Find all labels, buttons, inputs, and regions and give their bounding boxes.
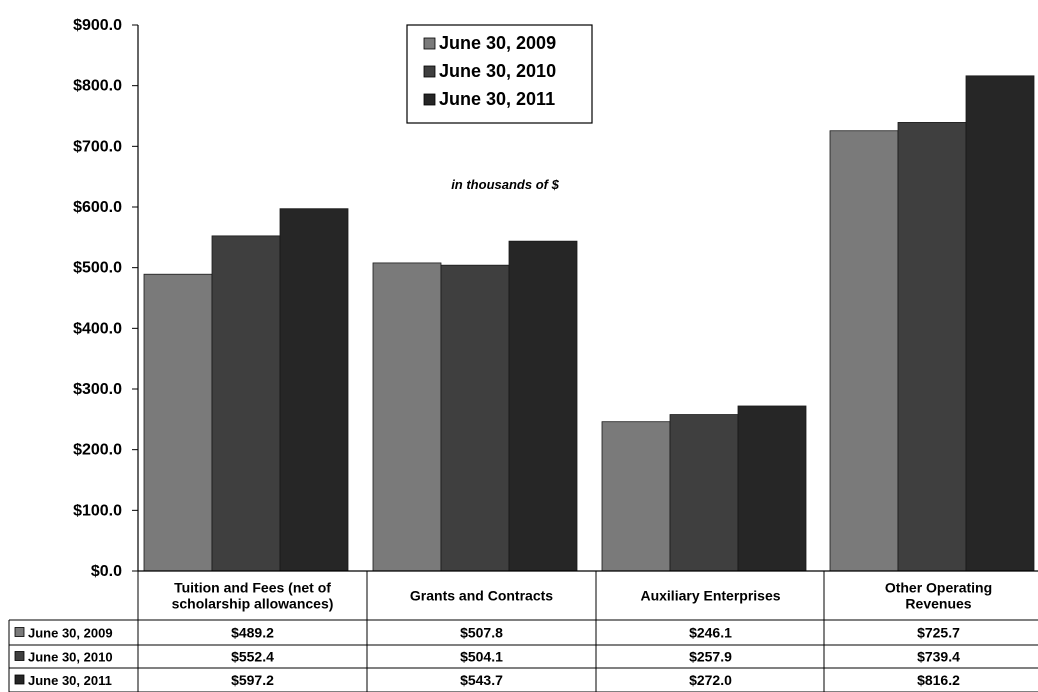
- category-label: Other Operating: [885, 580, 992, 596]
- category-label: Tuition and Fees (net of: [174, 580, 331, 596]
- legend-entry: June 30, 2009: [439, 33, 556, 53]
- y-tick-label: $700.0: [73, 138, 122, 155]
- axis-group: $0.0 $100.0 $200.0 $300.0 $400.0 $500.0 $600.0…: [73, 17, 139, 580]
- bar-1-1: [143, 273, 213, 572]
- legend-swatch: [423, 93, 436, 106]
- row-label: June 30, 2010: [28, 650, 113, 665]
- y-tick-label: $100.0: [73, 502, 122, 519]
- category-label: Revenues: [905, 596, 971, 612]
- table-cell-value: $543.7: [460, 672, 503, 688]
- table-cell-value: $552.4: [231, 649, 274, 665]
- bar-1-3: [601, 421, 671, 572]
- units-note: in thousands of $: [451, 177, 559, 192]
- table-cell-value: $507.8: [460, 625, 503, 641]
- y-tick-label: $400.0: [73, 320, 122, 337]
- table-cell-value: $246.1: [689, 625, 732, 641]
- bar-2-3: [669, 414, 739, 572]
- y-tick-label: $0.0: [91, 563, 122, 580]
- y-tick-label: $300.0: [73, 381, 122, 398]
- category-label: Grants and Contracts: [410, 588, 553, 604]
- bar-2-1: [211, 235, 281, 572]
- legend: June 30, 2009 June 30, 2010 June 30, 2011: [406, 24, 593, 124]
- row-swatch: [14, 627, 25, 637]
- y-tick-label: $900.0: [73, 17, 122, 34]
- bar-3-3: [737, 405, 807, 572]
- y-tick-label: $800.0: [73, 78, 122, 95]
- legend-entry: June 30, 2010: [439, 61, 556, 81]
- legend-swatch: [423, 37, 436, 50]
- bars-group: [143, 75, 1035, 572]
- table-cell-value: $272.0: [689, 672, 732, 688]
- legend-entry: June 30, 2011: [439, 89, 555, 109]
- table-cell-value: $597.2: [231, 672, 274, 688]
- bar-1-4: [829, 130, 899, 572]
- legend-box: [406, 24, 593, 124]
- bar-3-2: [508, 240, 578, 572]
- table-cell-value: $725.7: [917, 625, 960, 641]
- table-cell-value: $489.2: [231, 625, 274, 641]
- y-tick-label: $600.0: [73, 199, 122, 216]
- y-tick-label: $200.0: [73, 442, 122, 459]
- bar-2-2: [440, 264, 510, 572]
- y-tick-label: $500.0: [73, 260, 122, 277]
- row-swatch: [14, 651, 25, 661]
- row-swatch: [14, 674, 25, 685]
- row-label: June 30, 2011: [28, 673, 112, 688]
- table-cell-value: $739.4: [917, 649, 960, 665]
- bar-1-2: [372, 262, 442, 572]
- legend-swatch: [423, 65, 436, 78]
- bar-2-4: [897, 122, 967, 572]
- bar-3-1: [279, 208, 349, 572]
- bar-3-4: [965, 75, 1035, 572]
- table-cell-value: $504.1: [460, 649, 503, 665]
- category-label: Auxiliary Enterprises: [640, 588, 780, 604]
- category-label: scholarship allowances): [172, 596, 334, 612]
- row-label: June 30, 2009: [28, 626, 113, 641]
- table-cell-value: $257.9: [689, 649, 732, 665]
- table-cell-value: $816.2: [917, 672, 960, 688]
